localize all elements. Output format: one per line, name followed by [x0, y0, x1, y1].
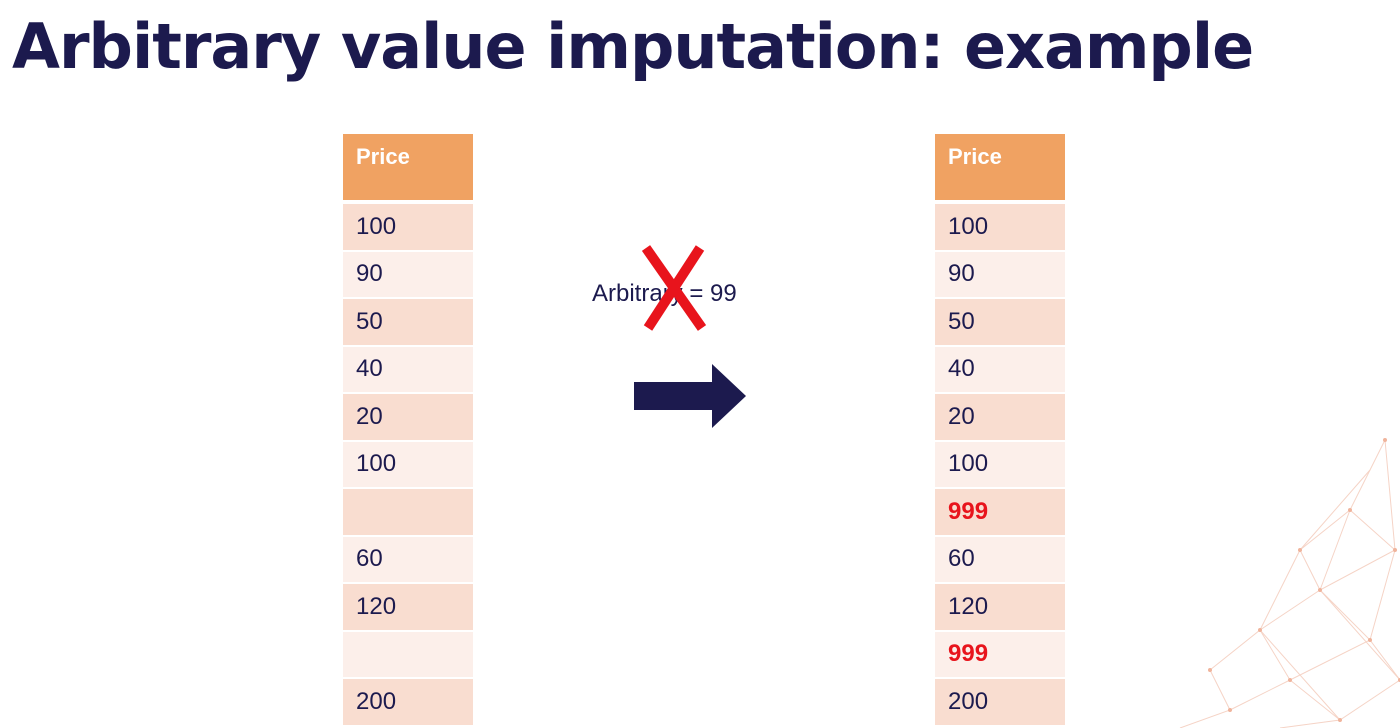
- table-row: 90: [343, 251, 473, 299]
- table-header-row: Price: [935, 134, 1065, 204]
- imputed-price-cell: 999: [935, 489, 1065, 537]
- table-row: 200: [343, 679, 473, 727]
- price-cell: 100: [343, 204, 473, 252]
- price-column-header: Price: [935, 134, 1065, 204]
- price-cell: 60: [935, 536, 1065, 584]
- table-row: 120: [935, 584, 1065, 632]
- missing-price-cell: [343, 631, 473, 679]
- table-row: 60: [935, 536, 1065, 584]
- table-header-row: Price: [343, 134, 473, 204]
- missing-price-cell: [343, 489, 473, 537]
- price-cell: 200: [343, 679, 473, 727]
- price-cell: 120: [343, 584, 473, 632]
- price-cell: 90: [343, 251, 473, 299]
- network-decoration-icon: [1179, 438, 1400, 728]
- table-row: 120: [343, 584, 473, 632]
- table-row: 50: [935, 299, 1065, 347]
- imputed-price-table: Price 100 90 50 40 20 100 999 60 120 999…: [935, 134, 1065, 727]
- table-row: 999: [935, 489, 1065, 537]
- price-cell: 200: [935, 679, 1065, 727]
- price-cell: 50: [343, 299, 473, 347]
- table-row: 60: [343, 536, 473, 584]
- price-cell: 90: [935, 251, 1065, 299]
- table-row: 999: [935, 631, 1065, 679]
- price-cell: 50: [935, 299, 1065, 347]
- price-cell: 100: [935, 204, 1065, 252]
- price-cell: 20: [343, 394, 473, 442]
- price-cell: 40: [935, 346, 1065, 394]
- price-cell: 40: [343, 346, 473, 394]
- table-row: 200: [935, 679, 1065, 727]
- table-row: 90: [935, 251, 1065, 299]
- right-arrow-icon: [634, 364, 746, 428]
- price-column-header: Price: [343, 134, 473, 204]
- table-row: 40: [935, 346, 1065, 394]
- imputed-price-cell: 999: [935, 631, 1065, 679]
- table-row: [343, 631, 473, 679]
- slide-title: Arbitrary value imputation: example: [12, 10, 1254, 83]
- table-row: 100: [935, 204, 1065, 252]
- original-price-table: Price 100 90 50 40 20 100 60 120 200: [343, 134, 473, 727]
- table-row: 100: [343, 204, 473, 252]
- table-row: 20: [343, 394, 473, 442]
- price-cell: 20: [935, 394, 1065, 442]
- price-cell: 120: [935, 584, 1065, 632]
- table-row: 20: [935, 394, 1065, 442]
- price-cell: 60: [343, 536, 473, 584]
- price-cell: 100: [343, 441, 473, 489]
- price-cell: 100: [935, 441, 1065, 489]
- table-row: 100: [935, 441, 1065, 489]
- table-row: 100: [343, 441, 473, 489]
- cross-mark-icon: [641, 245, 707, 331]
- table-row: 40: [343, 346, 473, 394]
- table-row: 50: [343, 299, 473, 347]
- table-row: [343, 489, 473, 537]
